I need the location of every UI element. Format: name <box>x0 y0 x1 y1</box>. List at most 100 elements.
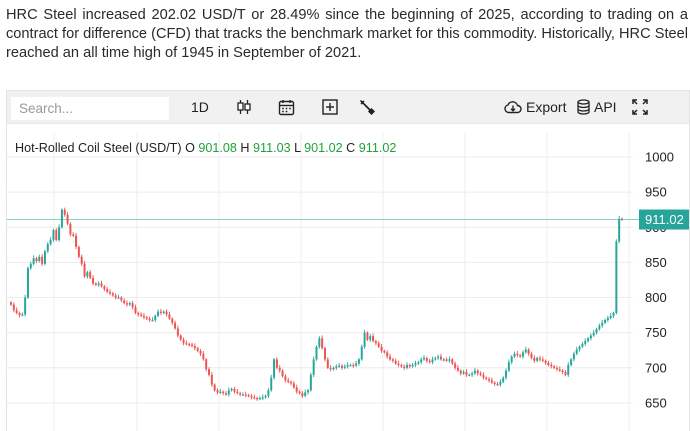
date-range-button[interactable] <box>278 96 295 118</box>
candle-body <box>355 363 358 366</box>
candle-body <box>159 311 162 313</box>
candle-body <box>555 367 558 370</box>
candle-body <box>125 303 128 305</box>
candle-body <box>284 376 287 381</box>
candle-body <box>309 374 312 391</box>
settings-button[interactable] <box>359 96 375 118</box>
candle-body <box>420 359 423 363</box>
candle-body <box>273 359 276 378</box>
last-price-label: 911.02 <box>645 212 684 227</box>
candle-body <box>38 256 41 261</box>
chart-widget: 1000950900850800750700650911.02 1D <box>6 90 690 431</box>
legend-close-label: C <box>346 141 356 155</box>
candle-body <box>558 369 561 371</box>
fullscreen-button[interactable] <box>632 96 648 118</box>
candle-body <box>544 360 547 363</box>
legend-symbol: Hot-Rolled Coil Steel (USD/T) <box>15 141 182 155</box>
candle-body <box>304 392 307 396</box>
candle-body <box>493 382 496 384</box>
candle-body <box>490 380 493 383</box>
candle-body <box>32 258 35 264</box>
candle-body <box>193 346 196 349</box>
candle-body <box>49 239 52 245</box>
candle-body <box>522 352 524 357</box>
candle-body <box>338 365 341 367</box>
candle-body <box>363 332 366 347</box>
legend-high-label: H <box>240 141 250 155</box>
commodity-summary-text: HRC Steel increased 202.02 USD/T or 28.4… <box>6 7 688 61</box>
candle-body <box>377 343 380 347</box>
candle-body <box>60 209 63 228</box>
legend-open-label: O <box>185 141 195 155</box>
candle-body <box>346 364 349 367</box>
candle-body <box>154 315 157 321</box>
y-tick-label: 950 <box>645 185 667 200</box>
candle-body <box>72 234 75 236</box>
candle-body <box>340 365 343 368</box>
candle-body <box>12 304 15 311</box>
candle-body <box>10 302 12 305</box>
candle-body <box>584 341 587 344</box>
candle-body <box>267 390 270 396</box>
candle-body <box>349 364 352 367</box>
timeframe-button[interactable]: 1D <box>191 96 209 118</box>
candle-body <box>131 303 134 308</box>
candle-body <box>188 343 191 346</box>
candle-body <box>397 363 400 365</box>
chart-type-button[interactable] <box>237 96 251 118</box>
candle-body <box>199 350 202 354</box>
candle-body <box>335 366 338 368</box>
database-icon <box>577 99 590 115</box>
export-button[interactable]: Export <box>504 96 566 118</box>
candle-body <box>21 314 24 316</box>
y-tick-label: 700 <box>645 360 667 375</box>
candle-body <box>615 241 618 313</box>
candle-body <box>437 356 440 358</box>
candle-body <box>527 349 530 354</box>
symbol-search-input[interactable] <box>11 97 169 120</box>
candle-body <box>205 359 208 370</box>
candle-body <box>77 246 80 257</box>
candle-body <box>561 370 564 373</box>
candle-body <box>538 357 541 360</box>
legend-low-value: 901.02 <box>304 141 343 155</box>
candlestick-icon <box>237 99 251 115</box>
calendar-icon <box>278 99 295 116</box>
candle-body <box>592 332 595 336</box>
candle-body <box>431 359 434 363</box>
candle-body <box>451 359 454 364</box>
candle-body <box>63 209 66 215</box>
candle-body <box>479 373 482 375</box>
price-chart[interactable]: 1000950900850800750700650911.02 <box>7 91 689 431</box>
candle-body <box>298 391 301 394</box>
candle-body <box>239 393 242 395</box>
candle-body <box>43 251 46 264</box>
candle-body <box>264 395 267 398</box>
candle-body <box>372 336 375 342</box>
candle-body <box>570 359 573 365</box>
api-button[interactable]: API <box>577 96 617 118</box>
add-indicator-icon <box>322 99 338 115</box>
candle-body <box>256 398 259 400</box>
ohlc-legend: Hot-Rolled Coil Steel (USD/T) O 901.08 H… <box>15 141 396 155</box>
candle-body <box>408 364 411 367</box>
add-indicator-button[interactable] <box>322 96 338 118</box>
candle-body <box>80 256 83 264</box>
candle-body <box>471 373 474 375</box>
candle-body <box>106 289 109 292</box>
candle-body <box>425 357 428 361</box>
candle-body <box>476 370 479 374</box>
candle-body <box>151 320 154 322</box>
candle-body <box>587 338 590 342</box>
candle-body <box>403 366 406 368</box>
y-tick-label: 1000 <box>645 150 674 165</box>
candle-body <box>109 291 111 294</box>
candle-body <box>462 372 465 374</box>
candle-body <box>145 317 148 319</box>
api-label: API <box>594 99 617 115</box>
candle-body <box>329 367 332 370</box>
candle-body <box>598 325 601 330</box>
candle-body <box>369 336 372 340</box>
candle-body <box>52 230 55 240</box>
candle-body <box>383 350 386 353</box>
